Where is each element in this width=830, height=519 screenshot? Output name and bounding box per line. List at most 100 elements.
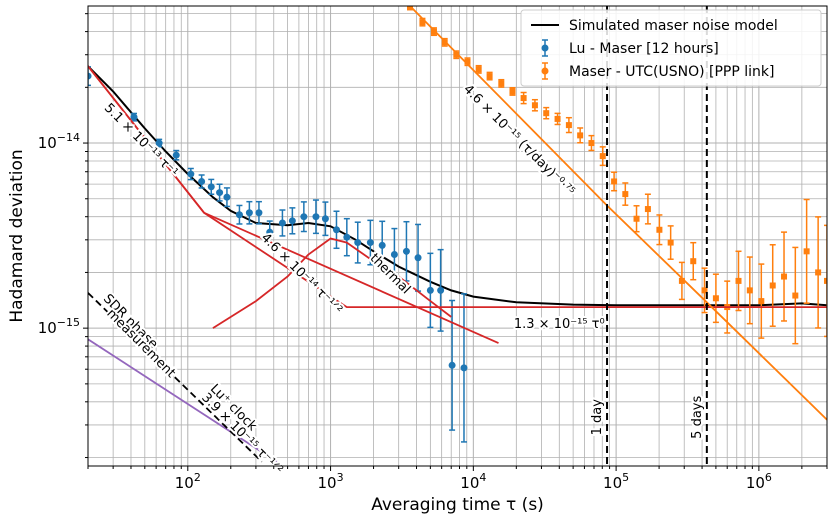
ppp-link-line — [409, 6, 827, 421]
legend-swatch — [541, 67, 549, 75]
data-point — [266, 228, 274, 236]
data-point — [543, 110, 550, 117]
data-point — [390, 250, 398, 258]
data-point — [453, 51, 460, 58]
data-point — [187, 170, 195, 178]
data-point — [321, 215, 329, 223]
data-point — [414, 254, 422, 262]
sdr-phase-line — [88, 292, 263, 463]
axis-ticks: 102 103 104 105 106 10−15 10−14 — [38, 13, 828, 492]
data-point — [426, 286, 434, 294]
reference-lines: 1 day 5 days — [588, 6, 708, 466]
data-point — [622, 191, 629, 198]
legend: Simulated maser noise model Lu - Maser [1… — [520, 9, 822, 87]
reference-line-label: 5 days — [690, 396, 705, 439]
data-point — [565, 122, 572, 129]
data-point — [531, 102, 538, 109]
legend-label: Maser - UTC(USNO) [PPP link] — [569, 64, 775, 80]
lu-clock-line — [88, 338, 278, 463]
data-point — [690, 258, 697, 265]
data-point — [577, 132, 584, 139]
data-point — [803, 248, 810, 255]
data-point — [235, 211, 243, 219]
data-point — [354, 239, 362, 247]
data-point — [332, 226, 340, 234]
data-point — [245, 209, 253, 217]
data-point — [498, 80, 505, 87]
data-point — [792, 292, 799, 299]
annotation: 4.6 × 10⁻¹⁵ (τ/day)⁻⁰·⁷⁵ — [460, 82, 577, 199]
data-point — [678, 277, 685, 284]
x-tick-label: 106 — [746, 471, 772, 492]
data-point — [486, 73, 493, 80]
data-point — [599, 153, 606, 160]
data-point — [460, 364, 468, 372]
data-point — [448, 361, 456, 369]
data-point — [701, 287, 708, 294]
data-point — [735, 277, 742, 284]
x-tick-label: 104 — [460, 471, 486, 492]
data-point — [312, 213, 320, 221]
data-point — [712, 295, 719, 302]
legend-label: Lu - Maser [12 hours] — [569, 41, 719, 57]
annotation: 4.6 × 10⁻¹⁴ τ⁻¹ᐟ² — [258, 230, 345, 317]
data-point — [746, 287, 753, 294]
plot-frame — [87, 5, 828, 467]
y-tick-label: 10−15 — [38, 316, 80, 337]
data-point — [430, 28, 437, 35]
data-point — [419, 19, 426, 26]
data-point — [288, 217, 296, 225]
data-point — [130, 113, 138, 121]
data-point — [88, 72, 92, 80]
legend-box — [520, 9, 822, 87]
series-layer — [88, 6, 827, 463]
legend-label: Simulated maser noise model — [569, 18, 778, 34]
data-point — [824, 277, 827, 284]
data-point — [155, 139, 163, 147]
annotation: 1.3 × 10⁻¹⁵ τ⁰ — [514, 317, 605, 332]
data-point — [300, 213, 308, 221]
data-point — [769, 282, 776, 289]
data-point — [198, 177, 206, 185]
data-point — [611, 178, 618, 185]
thermal-line — [212, 237, 452, 329]
data-point — [633, 215, 640, 222]
data-point — [223, 193, 231, 201]
data-point — [216, 189, 224, 197]
y-axis-title: Hadamard deviation — [7, 149, 27, 322]
data-point — [207, 183, 215, 191]
data-point — [172, 151, 180, 159]
x-tick-label: 102 — [175, 471, 201, 492]
data-point — [758, 298, 765, 305]
data-point — [464, 58, 471, 65]
annotation: 3.9 × 10⁻¹⁵ τ⁻¹ᐟ² — [198, 390, 285, 477]
data-point — [656, 226, 663, 233]
data-point — [509, 88, 516, 95]
y-tick-label: 10−14 — [38, 131, 80, 152]
data-point — [343, 233, 351, 241]
data-point — [520, 95, 527, 102]
annotation: measurement — [103, 306, 178, 381]
data-point — [554, 115, 561, 122]
legend-swatch — [541, 44, 549, 52]
data-point — [644, 206, 651, 213]
annotations: 5.1 × 10⁻¹³ τ⁻¹4.6 × 10⁻¹⁴ τ⁻¹ᐟ² thermal1… — [98, 80, 607, 480]
x-tick-label: 105 — [603, 471, 629, 492]
data-point — [255, 209, 263, 217]
data-point — [406, 6, 413, 9]
data-point — [278, 219, 286, 227]
flicker-fm-floor-line — [88, 65, 827, 308]
data-point — [475, 66, 482, 73]
data-point — [781, 273, 788, 280]
data-point — [402, 247, 410, 255]
x-axis-title: Averaging time τ (s) — [371, 495, 544, 515]
data-point — [378, 241, 386, 249]
data-point — [366, 239, 374, 247]
white-fm-line — [203, 211, 499, 344]
data-point — [667, 239, 674, 246]
data-point — [815, 269, 822, 276]
x-tick-label: 103 — [318, 471, 344, 492]
data-point — [437, 286, 445, 294]
data-point — [588, 140, 595, 147]
